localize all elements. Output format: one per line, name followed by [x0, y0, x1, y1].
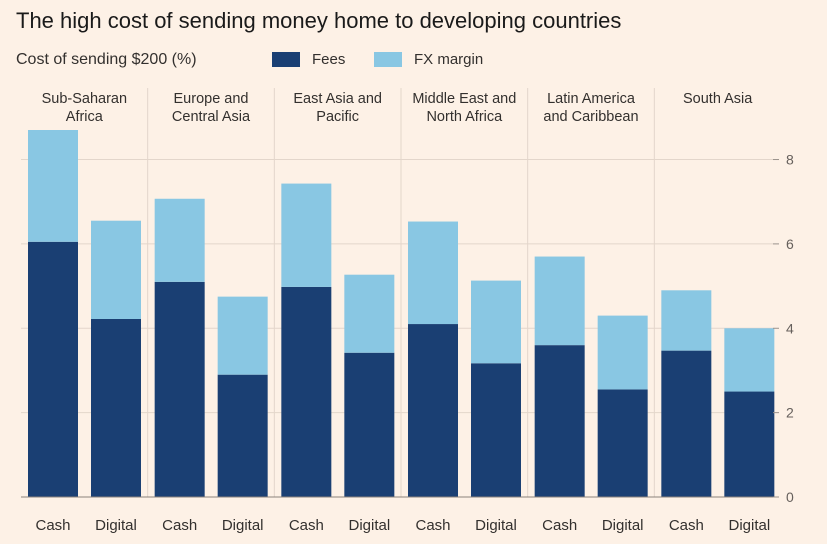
- bar-fees-3: [217, 374, 268, 497]
- bar-fx-margin-0: [28, 130, 78, 242]
- bar-fees-9: [597, 389, 648, 497]
- legend-swatch-fx-margin: [374, 52, 402, 67]
- bar-fees-1: [91, 318, 141, 497]
- bar-fx-margin-9: [597, 315, 648, 390]
- group-label-line: Pacific: [316, 109, 359, 125]
- group-label-line: Latin America: [547, 91, 636, 107]
- y-axis-ticks: 0 2 4 6 8: [773, 152, 794, 505]
- x-label-digital: Digital: [602, 517, 644, 534]
- bars: [28, 130, 775, 497]
- group-label-line: Europe and: [174, 91, 249, 107]
- bar-fx-margin-7: [471, 280, 521, 364]
- legend-label-fx-margin: FX margin: [414, 51, 484, 68]
- group-label-line: Central Asia: [172, 109, 251, 125]
- group-labels: Sub-Saharan Africa Europe and Central Asia E…: [42, 91, 754, 125]
- bar-fees-10: [661, 350, 712, 497]
- bar-fx-margin-2: [154, 198, 205, 282]
- y-tick-label-4: 4: [786, 320, 794, 336]
- group-separators: [147, 88, 655, 497]
- bar-fees-0: [28, 241, 78, 497]
- bar-fees-7: [471, 363, 521, 497]
- legend-swatch-fees: [272, 52, 300, 67]
- x-label-digital: Digital: [728, 517, 770, 534]
- x-label-digital: Digital: [348, 517, 390, 534]
- x-label-digital: Digital: [95, 517, 137, 534]
- group-label-line: East Asia and: [293, 91, 382, 107]
- legend-label-fees: Fees: [312, 51, 346, 68]
- y-tick-label-8: 8: [786, 152, 794, 168]
- group-label-line: South Asia: [683, 91, 753, 107]
- y-tick-label-2: 2: [786, 405, 794, 421]
- bar-fees-2: [154, 281, 205, 497]
- x-axis-labels: Cash Digital Cash Digital Cash Digital Cash Dig…: [35, 517, 770, 534]
- bar-fx-margin-8: [534, 256, 585, 346]
- bar-fees-8: [534, 345, 585, 497]
- bar-fx-margin-11: [724, 328, 775, 392]
- y-tick-label-0: 0: [786, 489, 794, 505]
- bar-fx-margin-1: [91, 220, 141, 319]
- bar-fees-11: [724, 391, 775, 497]
- bar-fx-margin-3: [217, 296, 268, 375]
- bar-fx-margin-5: [344, 274, 395, 353]
- group-label-line: Sub-Saharan: [42, 91, 127, 107]
- bar-fx-margin-6: [408, 221, 458, 325]
- chart-title: The high cost of sending money home to d…: [16, 8, 622, 33]
- bar-fees-6: [408, 324, 458, 497]
- legend-item-fees: Fees: [272, 51, 345, 68]
- x-label-cash: Cash: [415, 517, 450, 534]
- group-label-line: and Caribbean: [543, 109, 638, 125]
- x-label-digital: Digital: [475, 517, 517, 534]
- bar-fees-5: [344, 352, 395, 497]
- x-label-cash: Cash: [289, 517, 324, 534]
- bar-fx-margin-4: [281, 183, 332, 287]
- bar-fees-4: [281, 286, 332, 497]
- y-tick-label-6: 6: [786, 236, 794, 252]
- x-label-cash: Cash: [542, 517, 577, 534]
- x-label-digital: Digital: [222, 517, 264, 534]
- x-label-cash: Cash: [35, 517, 70, 534]
- chart-subtitle: Cost of sending $200 (%): [16, 51, 197, 68]
- bar-fx-margin-10: [661, 290, 712, 351]
- group-label-line: Africa: [66, 109, 104, 125]
- legend-item-fx-margin: FX margin: [374, 51, 483, 68]
- x-label-cash: Cash: [162, 517, 197, 534]
- x-label-cash: Cash: [669, 517, 704, 534]
- group-label-line: North Africa: [426, 109, 503, 125]
- group-label-line: Middle East and: [412, 91, 516, 107]
